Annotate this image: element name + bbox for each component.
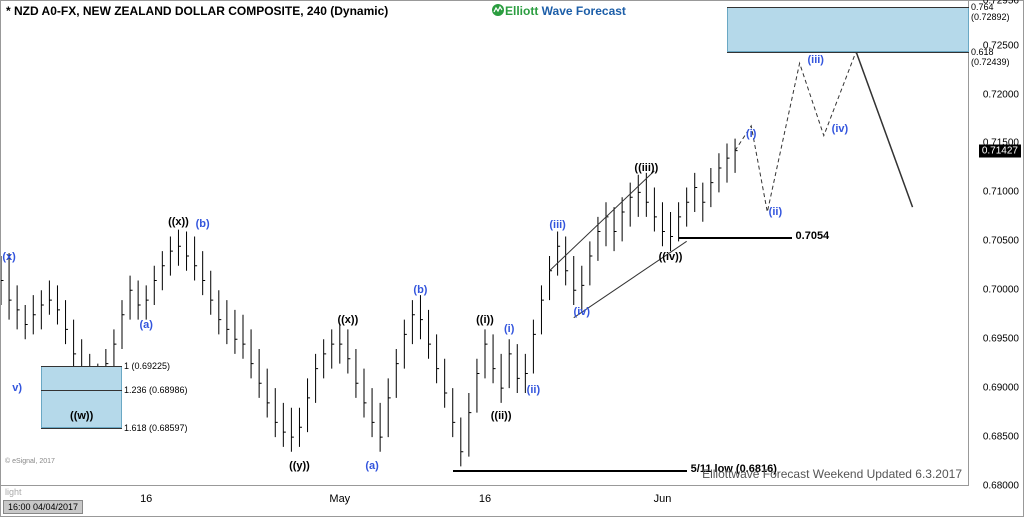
- y-tick-label: 0.72500: [983, 40, 1019, 51]
- y-tick-label: 0.70500: [983, 236, 1019, 247]
- y-tick-label: 0.69000: [983, 383, 1019, 394]
- fib-text: 1.618 (0.68597): [124, 423, 188, 433]
- wave-label: (ii): [527, 384, 540, 396]
- chart-plot-area: * NZD A0-FX, NEW ZEALAND DOLLAR COMPOSIT…: [1, 1, 969, 486]
- wave-label: (iii): [549, 219, 566, 231]
- light-badge: light: [3, 486, 24, 498]
- wave-label: ((x)): [337, 314, 358, 326]
- wave-label: (iv): [574, 306, 591, 318]
- wave-label: ((ii)): [491, 410, 512, 422]
- y-tick-label: 0.72000: [983, 89, 1019, 100]
- overlay: [1, 1, 969, 486]
- y-tick-label: 0.69500: [983, 334, 1019, 345]
- x-tick-label: 16: [479, 493, 491, 505]
- y-tick-label: 0.68500: [983, 432, 1019, 443]
- wave-label: (i): [746, 128, 756, 140]
- current-price-marker: 0.71427: [979, 144, 1021, 157]
- wave-label: (i): [504, 323, 514, 335]
- x-axis: light 16:00 04/04/2017 16 May 16 Jun: [1, 485, 969, 516]
- time-badge: 16:00 04/04/2017: [3, 500, 83, 514]
- invalidation-text: 0.7054: [796, 230, 830, 242]
- fib-line: [727, 52, 969, 53]
- fib-line: [41, 366, 122, 367]
- wave-label: ((y)): [289, 460, 310, 472]
- copyright: © eSignal, 2017: [5, 458, 55, 465]
- wave-label: (b): [413, 284, 427, 296]
- invalidation-line: [679, 237, 792, 239]
- wave-label: (iv): [832, 123, 849, 135]
- footer-text: Elliottwave Forecast Weekend Updated 6.3…: [702, 467, 962, 481]
- invalidation-line: [453, 470, 687, 472]
- y-tick-label: 0.72956: [983, 0, 1019, 7]
- fib-text: 1.236 (0.68986): [124, 385, 188, 395]
- fib-line: [727, 7, 969, 8]
- fib-text: 1 (0.69225): [124, 361, 170, 371]
- y-tick-label: 0.70000: [983, 285, 1019, 296]
- wave-label: (ii): [769, 206, 782, 218]
- wave-label: (a): [365, 460, 378, 472]
- y-tick-label: 0.71000: [983, 187, 1019, 198]
- wave-label: (b): [196, 218, 210, 230]
- wave-label: (x): [2, 251, 15, 263]
- y-axis: 0.729560.725000.720000.715000.710000.705…: [967, 1, 1023, 486]
- wave-label: ((iv)): [659, 251, 683, 263]
- wave-label: ((w)): [70, 410, 93, 422]
- chart-container: * NZD A0-FX, NEW ZEALAND DOLLAR COMPOSIT…: [0, 0, 1024, 517]
- wave-label: v): [12, 382, 22, 394]
- fib-line: [41, 390, 122, 391]
- wave-label: ((i)): [476, 314, 494, 326]
- wave-label: (a): [139, 319, 152, 331]
- y-tick-label: 0.68000: [983, 481, 1019, 492]
- wave-label: ((x)): [168, 216, 189, 228]
- wave-label: (iii): [807, 54, 824, 66]
- fib-line: [41, 428, 122, 429]
- x-tick-label: May: [329, 493, 350, 505]
- x-tick-label: 16: [140, 493, 152, 505]
- fib-box: [727, 7, 969, 51]
- wave-label: ((iii)): [634, 162, 658, 174]
- x-tick-label: Jun: [654, 493, 672, 505]
